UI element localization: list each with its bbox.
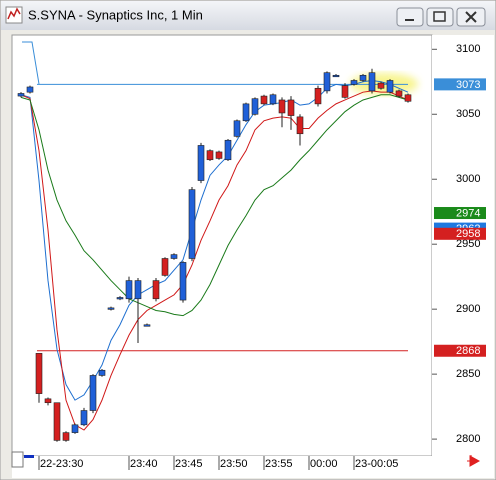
plot-area [11,34,433,457]
candle-body [395,90,403,97]
maximize-button[interactable] [426,7,454,27]
candle-body [269,94,277,105]
candle-body [188,189,196,259]
candle-body [251,98,259,115]
candle-body [233,120,241,137]
candle-body [314,87,322,105]
candle-body [296,116,304,135]
candle-body [17,93,25,97]
candle-body [170,254,178,259]
price-tag-label: 2958 [456,228,480,240]
candle-body [359,74,367,81]
y-tick-label: 3000 [456,173,480,185]
candle-body [215,151,223,159]
close-button[interactable] [456,7,486,27]
candle-body [206,150,214,161]
candle-body [377,82,385,89]
candle-body [323,72,331,92]
x-tick-label: 22-23:30 [40,458,83,470]
candle-body [35,353,43,394]
candle-body [80,410,88,426]
window-title: S.SYNA - Synaptics Inc, 1 Min [28,7,203,22]
x-tick-label: 23:45 [175,458,203,470]
y-tick-label: 2900 [456,303,480,315]
candle-body [107,307,115,310]
candle-body [350,80,358,85]
price-tag [434,207,486,220]
candle-body [44,398,52,404]
candle-body [179,262,187,301]
candle-body [404,94,412,102]
x-tick-label: 23:40 [130,458,158,470]
candle-body [242,103,250,122]
candle-body [116,297,124,300]
x-tick-label: 23:50 [220,458,248,470]
marker [24,455,34,458]
scroll-box[interactable] [11,451,24,468]
y-tick-label: 3050 [456,108,480,120]
y-tick-label: 2950 [456,238,480,250]
candle-body [71,424,79,433]
candle-body [134,280,142,300]
candle-body [197,145,205,181]
price-tag-label: 3073 [456,79,480,91]
y-tick-label: 2800 [456,433,480,445]
candle-body [224,139,232,161]
x-tick-label: 23:55 [265,458,293,470]
candle-body [161,258,169,276]
time-axis [12,456,494,478]
candle-body [260,95,268,105]
scroll-arrow[interactable] [467,455,481,467]
price-tag [434,227,486,240]
y-tick-label: 3100 [456,43,480,55]
candle-body [125,280,133,300]
price-tag [434,344,486,357]
price-tag-label: 2868 [456,345,480,357]
candle-body [53,402,61,441]
price-tag [434,78,486,91]
candle-body [143,324,151,327]
x-tick-label: 23-00:05 [355,458,398,470]
candle-body [368,72,376,92]
minimize-button[interactable] [396,7,424,27]
candle-body [341,85,349,98]
candle-body [152,280,160,300]
candle-body [332,74,340,78]
app-icon [5,6,23,24]
candle-body [62,432,70,441]
moving-average [20,90,409,431]
candle-body [26,86,34,93]
price-tag-label: 2974 [456,207,480,219]
candle-body [278,99,286,114]
candle-body [98,369,106,376]
price-axis [432,35,494,456]
level-start [22,41,40,85]
moving-average [20,94,409,317]
x-tick-label: 00:00 [310,458,338,470]
candle-body [386,80,394,93]
candle-body [287,99,295,116]
candle-body [89,375,97,411]
y-tick-label: 2850 [456,368,480,380]
